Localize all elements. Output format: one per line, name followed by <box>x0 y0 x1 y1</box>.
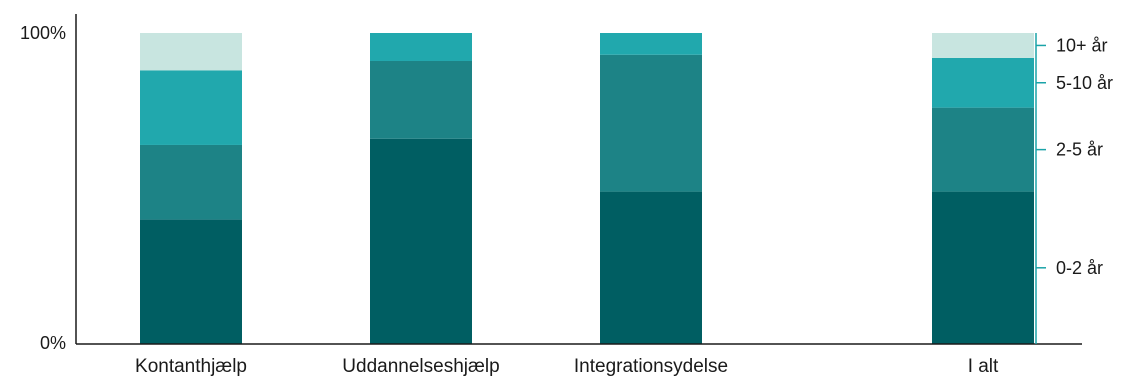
bar-segment-4-2 <box>932 107 1034 192</box>
bar-segment-1-4 <box>140 33 242 71</box>
bar-segment-2-1 <box>370 138 472 344</box>
bar-segment-1-3 <box>140 70 242 145</box>
legend-label-3: 5-10 år <box>1056 73 1113 93</box>
legend-label-4: 10+ år <box>1056 35 1108 55</box>
category-labels: Kontanthjælp Uddannelseshjælp Integrations… <box>135 356 999 377</box>
legend-label-1: 0-2 år <box>1056 258 1103 278</box>
bar-segment-1-2 <box>140 144 242 220</box>
bar-segment-4-3 <box>932 57 1034 108</box>
bar-segment-3-1 <box>600 191 702 344</box>
bar-segment-4-4 <box>932 33 1034 58</box>
y-tick-label-bottom: 0% <box>40 333 66 353</box>
category-label-4: I alt <box>968 356 999 377</box>
bar-segment-1-1 <box>140 219 242 344</box>
bar-segment-3-2 <box>600 54 702 192</box>
category-label-1: Kontanthjælp <box>135 356 247 377</box>
bar-segment-2-3 <box>370 33 472 61</box>
bar-segment-3-3 <box>600 33 702 55</box>
legend: 0-2 år 2-5 år 5-10 år 10+ år <box>1036 35 1113 278</box>
bar-segment-4-1 <box>932 191 1034 344</box>
category-label-2: Uddannelseshjælp <box>342 356 499 377</box>
category-label-3: Integrationsydelse <box>574 356 728 377</box>
bar-segment-2-2 <box>370 60 472 139</box>
bars-group <box>140 33 1034 344</box>
y-tick-label-top: 100% <box>20 23 66 43</box>
legend-label-2: 2-5 år <box>1056 140 1103 160</box>
